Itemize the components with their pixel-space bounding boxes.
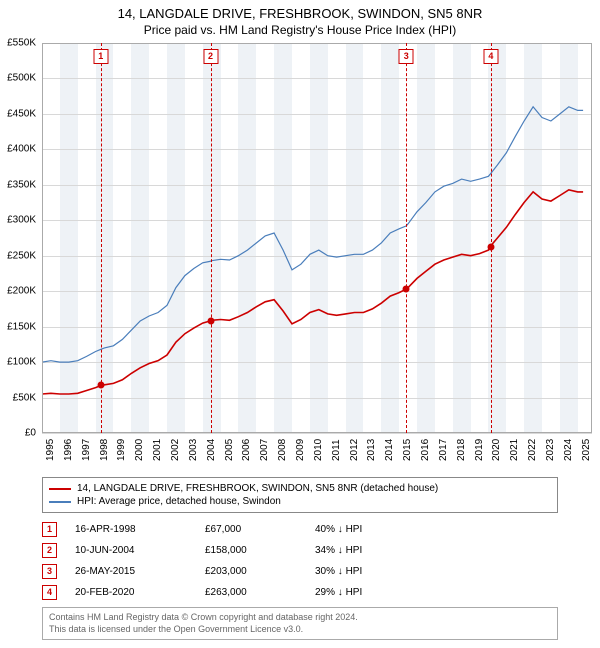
y-tick-label: £150K bbox=[7, 321, 36, 332]
sales-row-date: 20-FEB-2020 bbox=[75, 587, 205, 598]
y-tick-label: £350K bbox=[7, 179, 36, 190]
y-tick-label: £400K bbox=[7, 144, 36, 155]
series-property bbox=[42, 190, 583, 394]
sales-row-price: £67,000 bbox=[205, 524, 315, 535]
sale-dot bbox=[403, 286, 410, 293]
y-tick-label: £550K bbox=[7, 38, 36, 49]
x-tick-label: 1998 bbox=[99, 439, 110, 461]
sales-row-date: 26-MAY-2015 bbox=[75, 566, 205, 577]
x-tick-label: 2019 bbox=[474, 439, 485, 461]
sales-row: 2 10-JUN-2004£158,00034% ↓ HPI bbox=[42, 540, 558, 561]
sales-row-price: £263,000 bbox=[205, 587, 315, 598]
sales-row-pct: 34% ↓ HPI bbox=[315, 545, 435, 556]
x-tick-label: 2012 bbox=[349, 439, 360, 461]
legend-label: HPI: Average price, detached house, Swin… bbox=[77, 496, 281, 507]
x-tick-label: 2010 bbox=[313, 439, 324, 461]
plot-area: £0£50K£100K£150K£200K£250K£300K£350K£400… bbox=[42, 43, 592, 433]
footnote-line1: Contains HM Land Registry data © Crown c… bbox=[49, 612, 551, 624]
x-tick-label: 2007 bbox=[259, 439, 270, 461]
x-tick-label: 2006 bbox=[241, 439, 252, 461]
chart-container: 14, LANGDALE DRIVE, FRESHBROOK, SWINDON,… bbox=[0, 0, 600, 640]
x-tick-label: 2024 bbox=[563, 439, 574, 461]
x-tick-label: 2003 bbox=[188, 439, 199, 461]
x-tick-label: 2013 bbox=[366, 439, 377, 461]
x-axis: 1995 1996 1997 1998 1999 2000 2001 2002 2003 2004… bbox=[42, 433, 592, 467]
legend-item: 14, LANGDALE DRIVE, FRESHBROOK, SWINDON,… bbox=[49, 482, 551, 495]
sales-row: 3 26-MAY-2015£203,00030% ↓ HPI bbox=[42, 561, 558, 582]
y-tick-label: £100K bbox=[7, 357, 36, 368]
x-tick-label: 1995 bbox=[45, 439, 56, 461]
x-tick-label: 2001 bbox=[152, 439, 163, 461]
sale-vline bbox=[211, 43, 212, 433]
chart-subtitle: Price paid vs. HM Land Registry's House … bbox=[0, 23, 600, 43]
sale-vline bbox=[491, 43, 492, 433]
x-tick-label: 2016 bbox=[420, 439, 431, 461]
x-tick-label: 2020 bbox=[491, 439, 502, 461]
sales-row: 4 20-FEB-2020£263,00029% ↓ HPI bbox=[42, 582, 558, 603]
y-tick-label: £300K bbox=[7, 215, 36, 226]
x-tick-label: 1999 bbox=[116, 439, 127, 461]
sale-marker: 2 bbox=[203, 49, 218, 64]
x-tick-label: 2022 bbox=[527, 439, 538, 461]
y-tick-label: £450K bbox=[7, 108, 36, 119]
y-axis: £0£50K£100K£150K£200K£250K£300K£350K£400… bbox=[0, 43, 40, 433]
sales-table: 1 16-APR-1998£67,00040% ↓ HPI 2 10-JUN-2004… bbox=[42, 519, 558, 603]
series-hpi bbox=[42, 107, 583, 362]
sales-row: 1 16-APR-1998£67,00040% ↓ HPI bbox=[42, 519, 558, 540]
x-tick-label: 2008 bbox=[277, 439, 288, 461]
x-tick-label: 2021 bbox=[509, 439, 520, 461]
legend-label: 14, LANGDALE DRIVE, FRESHBROOK, SWINDON,… bbox=[77, 483, 438, 494]
sales-row-marker: 4 bbox=[42, 585, 57, 600]
legend-swatch bbox=[49, 501, 71, 503]
x-tick-label: 2005 bbox=[224, 439, 235, 461]
sale-dot bbox=[207, 317, 214, 324]
sales-row-marker: 3 bbox=[42, 564, 57, 579]
sale-dot bbox=[487, 243, 494, 250]
x-tick-label: 2017 bbox=[438, 439, 449, 461]
sale-marker: 3 bbox=[399, 49, 414, 64]
sales-row-pct: 40% ↓ HPI bbox=[315, 524, 435, 535]
sales-row-pct: 30% ↓ HPI bbox=[315, 566, 435, 577]
y-tick-label: £500K bbox=[7, 73, 36, 84]
sales-row-marker: 1 bbox=[42, 522, 57, 537]
x-tick-label: 2011 bbox=[331, 439, 342, 461]
sale-dot bbox=[97, 382, 104, 389]
sale-vline bbox=[101, 43, 102, 433]
y-tick-label: £50K bbox=[13, 392, 36, 403]
x-tick-label: 2000 bbox=[134, 439, 145, 461]
sales-row-price: £158,000 bbox=[205, 545, 315, 556]
sale-vline bbox=[406, 43, 407, 433]
sale-marker: 4 bbox=[483, 49, 498, 64]
legend-swatch bbox=[49, 488, 71, 490]
footnote-line2: This data is licensed under the Open Gov… bbox=[49, 624, 551, 636]
y-tick-label: £0 bbox=[25, 428, 36, 439]
legend-item: HPI: Average price, detached house, Swin… bbox=[49, 495, 551, 508]
x-tick-label: 2009 bbox=[295, 439, 306, 461]
sales-row-date: 16-APR-1998 bbox=[75, 524, 205, 535]
y-tick-label: £250K bbox=[7, 250, 36, 261]
chart-title: 14, LANGDALE DRIVE, FRESHBROOK, SWINDON,… bbox=[0, 0, 600, 23]
legend: 14, LANGDALE DRIVE, FRESHBROOK, SWINDON,… bbox=[42, 477, 558, 513]
x-tick-label: 2025 bbox=[581, 439, 592, 461]
sales-row-marker: 2 bbox=[42, 543, 57, 558]
sale-marker: 1 bbox=[93, 49, 108, 64]
x-tick-label: 1996 bbox=[63, 439, 74, 461]
sales-row-price: £203,000 bbox=[205, 566, 315, 577]
x-tick-label: 2014 bbox=[384, 439, 395, 461]
sales-row-pct: 29% ↓ HPI bbox=[315, 587, 435, 598]
x-tick-label: 2004 bbox=[206, 439, 217, 461]
chart-lines bbox=[42, 43, 592, 433]
footnote: Contains HM Land Registry data © Crown c… bbox=[42, 607, 558, 640]
sales-row-date: 10-JUN-2004 bbox=[75, 545, 205, 556]
x-tick-label: 2015 bbox=[402, 439, 413, 461]
x-tick-label: 2023 bbox=[545, 439, 556, 461]
x-tick-label: 1997 bbox=[81, 439, 92, 461]
x-tick-label: 2018 bbox=[456, 439, 467, 461]
y-tick-label: £200K bbox=[7, 286, 36, 297]
x-tick-label: 2002 bbox=[170, 439, 181, 461]
